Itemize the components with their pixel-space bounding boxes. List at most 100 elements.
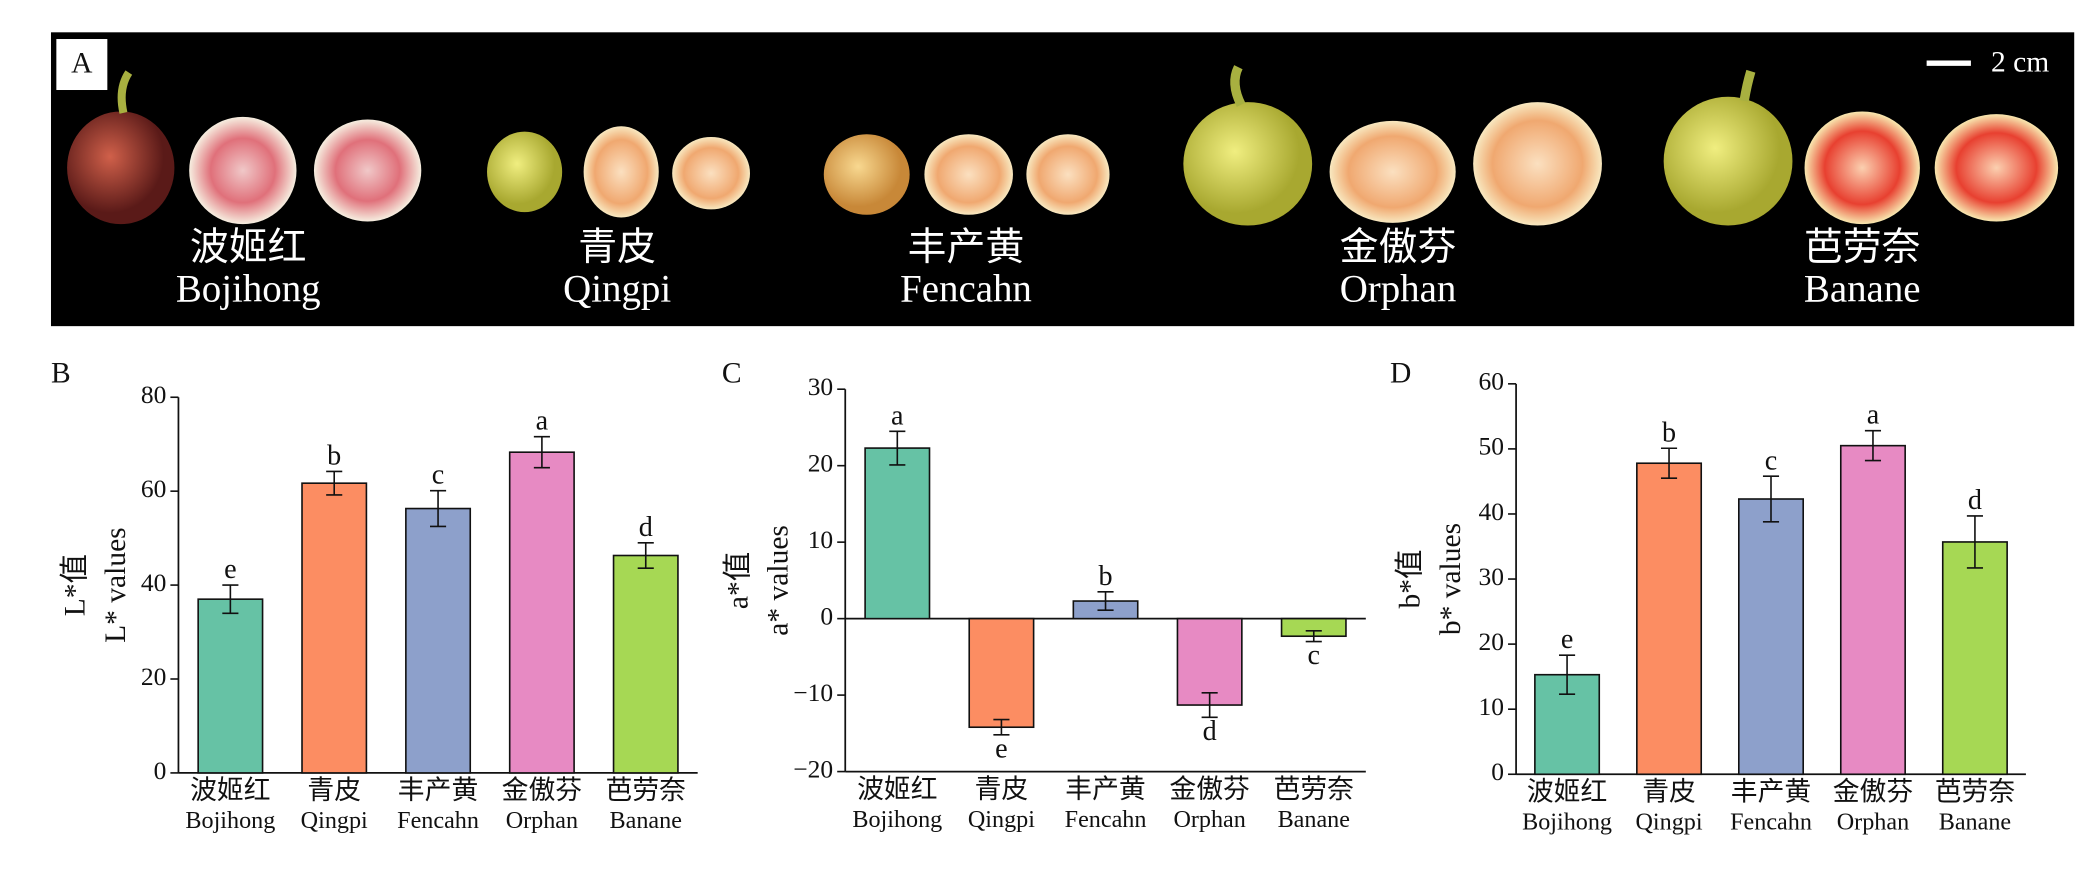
variety-name-en: Bojihong — [176, 268, 321, 311]
bar — [968, 617, 1035, 729]
error-bar — [326, 470, 343, 496]
significance-label: a — [891, 400, 904, 431]
error-bar — [1305, 630, 1322, 643]
panel-label: B — [51, 358, 71, 390]
x-tick-sublabel: Orphan — [506, 807, 578, 834]
panel-label: C — [722, 358, 742, 390]
significance-label: c — [1765, 445, 1778, 476]
scale-bar-label: 2 cm — [1991, 46, 2049, 78]
y-axis-label-zh: a*值 — [721, 552, 754, 609]
error-bar — [533, 435, 550, 469]
variety-name-zh: 波姬红 — [190, 226, 307, 269]
variety-name-en: Fencahn — [900, 268, 1032, 311]
x-tick-label: 芭劳奈 — [1935, 777, 2015, 807]
y-axis-label: b* values — [1435, 523, 1467, 635]
error-bar — [222, 584, 239, 615]
x-tick-label: 波姬红 — [1527, 777, 1607, 807]
variety-name-en: Banane — [1804, 268, 1921, 311]
x-tick-label: 金傲芬 — [502, 775, 582, 805]
y-tick-label: −20 — [793, 754, 833, 783]
error-bar — [430, 489, 447, 528]
x-tick-sublabel: Fencahn — [1730, 808, 1812, 835]
y-tick-label: 20 — [1479, 627, 1504, 656]
x-tick-sublabel: Orphan — [1837, 808, 1909, 835]
y-tick-label: 20 — [808, 449, 833, 478]
x-tick-label: 青皮 — [307, 775, 361, 805]
y-tick-label: 60 — [141, 474, 166, 503]
variety-name-en: Orphan — [1340, 268, 1457, 311]
bar — [197, 598, 264, 774]
x-tick-sublabel: Qingpi — [968, 806, 1035, 833]
x-tick-sublabel: Fencahn — [1065, 806, 1147, 833]
significance-label: e — [1561, 624, 1574, 655]
significance-label: d — [1968, 485, 1982, 516]
significance-label: e — [224, 554, 237, 585]
bar — [1737, 498, 1805, 776]
y-tick-label: −10 — [793, 678, 833, 707]
error-bar — [1864, 429, 1882, 462]
photo-panel: A 2 cm — [50, 32, 2075, 327]
y-tick-label: 0 — [1491, 757, 1504, 786]
error-bar — [1559, 654, 1576, 696]
bar — [612, 554, 679, 774]
x-tick-label: 波姬红 — [857, 774, 937, 804]
significance-label: b — [327, 440, 341, 471]
significance-label: b — [1098, 561, 1112, 592]
y-tick-label: 30 — [1479, 562, 1504, 591]
error-bar — [889, 430, 906, 466]
x-tick-sublabel: Bojihong — [852, 806, 942, 833]
significance-label: d — [639, 512, 653, 543]
x-tick-label: 芭劳奈 — [606, 775, 686, 805]
x-tick-sublabel: Banane — [1939, 808, 2011, 835]
y-tick-label: 10 — [1479, 692, 1504, 721]
bar — [1636, 462, 1703, 776]
x-tick-label: 丰产黄 — [398, 775, 478, 805]
bar — [1176, 617, 1243, 706]
y-axis-label-zh: L*值 — [59, 554, 92, 616]
error-bar — [1762, 475, 1780, 523]
error-bar — [637, 542, 654, 569]
significance-label: c — [1308, 640, 1321, 671]
y-tick-label: 20 — [141, 662, 166, 691]
y-axis-label-zh: b*值 — [1394, 550, 1427, 609]
y-tick-label: 40 — [141, 568, 166, 597]
x-tick-label: 丰产黄 — [1731, 777, 1811, 807]
x-tick-sublabel: Banane — [1278, 806, 1350, 833]
significance-label: d — [1203, 716, 1217, 747]
x-tick-label: 青皮 — [975, 774, 1029, 804]
x-tick-label: 金傲芬 — [1169, 774, 1249, 804]
significance-label: b — [1662, 417, 1676, 448]
y-tick-label: 0 — [820, 601, 833, 630]
variety-name-zh: 丰产黄 — [908, 226, 1025, 269]
variety-name-zh: 金傲芬 — [1340, 226, 1457, 269]
x-tick-label: 芭劳奈 — [1274, 774, 1354, 804]
bar — [405, 507, 472, 774]
y-axis-label: L* values — [100, 527, 132, 643]
variety-name-en: Qingpi — [563, 268, 671, 311]
variety-name-zh: 青皮 — [578, 226, 656, 269]
error-bar — [1660, 447, 1678, 479]
variety-name-zh: 芭劳奈 — [1804, 226, 1921, 269]
x-tick-label: 丰产黄 — [1065, 774, 1145, 804]
bar — [301, 482, 368, 774]
panel-label: D — [1390, 358, 1411, 390]
x-tick-sublabel: Banane — [610, 807, 682, 834]
x-tick-sublabel: Qingpi — [1636, 808, 1703, 835]
x-tick-sublabel: Qingpi — [301, 807, 368, 834]
panel-label-box — [56, 39, 108, 91]
y-tick-label: 80 — [141, 380, 166, 409]
bar — [864, 447, 931, 620]
x-tick-sublabel: Bojihong — [185, 807, 275, 834]
x-tick-label: 金傲芬 — [1833, 777, 1913, 807]
y-tick-label: 10 — [808, 525, 833, 554]
bar — [508, 451, 575, 774]
bar — [1941, 541, 2008, 776]
y-tick-label: 60 — [1479, 367, 1504, 396]
x-tick-sublabel: Fencahn — [397, 807, 479, 834]
error-bar — [1966, 515, 1983, 569]
y-tick-label: 0 — [154, 756, 167, 785]
error-bar — [993, 718, 1010, 736]
